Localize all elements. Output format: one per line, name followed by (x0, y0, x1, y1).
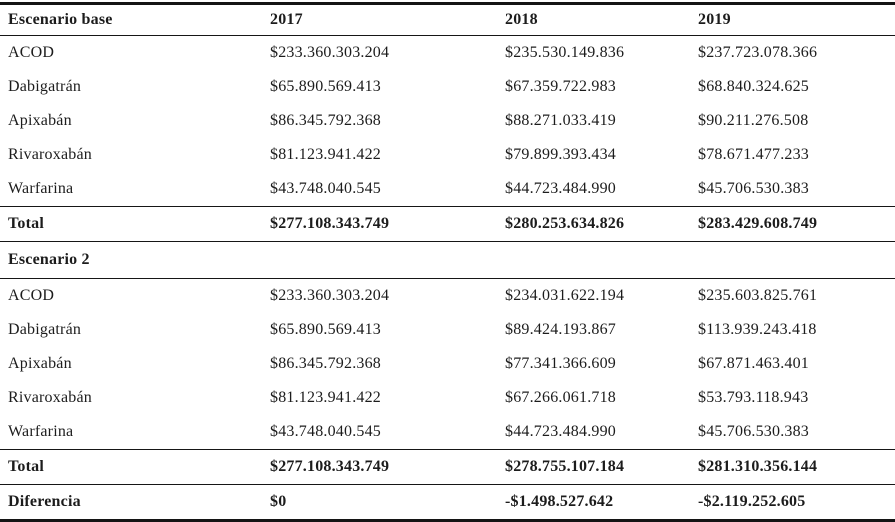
row-label: Rivaroxabán (8, 146, 92, 163)
table-row-warfarina: Warfarina $43.748.040.545 $44.723.484.99… (0, 172, 895, 207)
cell-2019: $67.871.463.401 (698, 355, 809, 372)
row-label: ACOD (8, 44, 55, 61)
cell-2019: $235.603.825.761 (698, 287, 818, 304)
total-2017: $277.108.343.749 (262, 206, 497, 242)
cell-2017: $86.345.792.368 (270, 355, 381, 372)
cell-2018: $88.271.033.419 (505, 112, 616, 129)
diferencia-label: Diferencia (8, 493, 81, 510)
cell-2019: $45.706.530.383 (690, 172, 895, 207)
cell-2017: $233.360.303.204 (270, 287, 390, 304)
cell-2018: $44.723.484.990 (497, 415, 690, 450)
row-label: Rivaroxabán (8, 389, 92, 406)
cell-2018: $89.424.193.867 (505, 321, 616, 338)
row-label: Dabigatrán (8, 321, 82, 338)
diferencia-row: Diferencia $0 -$1.498.527.642 -$2.119.25… (0, 485, 895, 521)
table-header: Escenario base 2017 2018 2019 (0, 3, 895, 36)
cell-2018: $234.031.622.194 (505, 287, 625, 304)
total-2019: $281.310.356.144 (690, 449, 895, 485)
col-header-2017: 2017 (262, 3, 497, 36)
header-row: Escenario base 2017 2018 2019 (0, 3, 895, 36)
cell-2019: $53.793.118.943 (698, 389, 809, 406)
section-label: Escenario 2 (0, 241, 262, 279)
cell-2019: $78.671.477.233 (698, 146, 809, 163)
total-2019: $283.429.608.749 (690, 206, 895, 242)
scenario-2-section: Escenario 2 ACOD $233.360.303.204 $234.0… (0, 241, 895, 485)
table-row-rivaroxaban: Rivaroxabán $81.123.941.422 $67.266.061.… (0, 381, 895, 415)
cell-2017: $65.890.569.413 (270, 78, 381, 95)
cell-2018: $235.530.149.836 (505, 44, 625, 61)
cell-2019: $237.723.078.366 (698, 44, 818, 61)
total-2017: $277.108.343.749 (262, 449, 497, 485)
col-header-2019: 2019 (690, 3, 895, 36)
table-row-dabigatran: Dabigatrán $65.890.569.413 $89.424.193.8… (0, 313, 895, 347)
cell-2019: $68.840.324.625 (698, 78, 809, 95)
cell-2017: $86.345.792.368 (270, 112, 381, 129)
cell-2018: $77.341.366.609 (505, 355, 616, 372)
cell-2019: $45.706.530.383 (690, 415, 895, 450)
total-label: Total (0, 449, 262, 485)
cell-2017: $43.748.040.545 (262, 172, 497, 207)
row-label: Apixabán (8, 112, 72, 129)
total-2018: $280.253.634.826 (497, 206, 690, 242)
row-label: Warfarina (0, 415, 262, 450)
cell-2017: $233.360.303.204 (270, 44, 390, 61)
cell-2018: $79.899.393.434 (505, 146, 616, 163)
cell-2017: $81.123.941.422 (270, 389, 381, 406)
cell-2018: $67.266.061.718 (505, 389, 616, 406)
table-row-apixaban: Apixabán $86.345.792.368 $77.341.366.609… (0, 347, 895, 381)
table-row-warfarina: Warfarina $43.748.040.545 $44.723.484.99… (0, 415, 895, 450)
table-row-acod: ACOD $233.360.303.204 $235.530.149.836 $… (0, 36, 895, 71)
diferencia-2018: -$1.498.527.642 (505, 493, 614, 510)
section-header-escenario-2: Escenario 2 (0, 241, 895, 279)
table-row-acod: ACOD $233.360.303.204 $234.031.622.194 $… (0, 279, 895, 314)
row-label: Apixabán (8, 355, 72, 372)
row-label: ACOD (8, 287, 55, 304)
empty-cell (690, 241, 895, 279)
col-header-scenario-base: Escenario base (0, 3, 262, 36)
cell-2019: $113.939.243.418 (698, 321, 817, 338)
table-row-dabigatran: Dabigatrán $65.890.569.413 $67.359.722.9… (0, 70, 895, 104)
table-row-apixaban: Apixabán $86.345.792.368 $88.271.033.419… (0, 104, 895, 138)
cell-2019: $90.211.276.508 (698, 112, 809, 129)
empty-cell (497, 241, 690, 279)
cell-2018: $67.359.722.983 (505, 78, 616, 95)
table-row-rivaroxaban: Rivaroxabán $81.123.941.422 $79.899.393.… (0, 138, 895, 172)
cell-2017: $65.890.569.413 (270, 321, 381, 338)
cell-2017: $81.123.941.422 (270, 146, 381, 163)
total-2018: $278.755.107.184 (497, 449, 690, 485)
scenario-base-section: ACOD $233.360.303.204 $235.530.149.836 $… (0, 36, 895, 242)
total-label: Total (0, 206, 262, 242)
diferencia-2017: $0 (270, 493, 287, 510)
total-row-scenario-base: Total $277.108.343.749 $280.253.634.826 … (0, 206, 895, 242)
cell-2017: $43.748.040.545 (262, 415, 497, 450)
total-row-scenario-2: Total $277.108.343.749 $278.755.107.184 … (0, 449, 895, 485)
row-label: Warfarina (0, 172, 262, 207)
empty-cell (262, 241, 497, 279)
diferencia-2019: -$2.119.252.605 (698, 493, 806, 510)
diferencia-section: Diferencia $0 -$1.498.527.642 -$2.119.25… (0, 485, 895, 521)
cell-2018: $44.723.484.990 (497, 172, 690, 207)
row-label: Dabigatrán (8, 78, 82, 95)
col-header-2018: 2018 (497, 3, 690, 36)
